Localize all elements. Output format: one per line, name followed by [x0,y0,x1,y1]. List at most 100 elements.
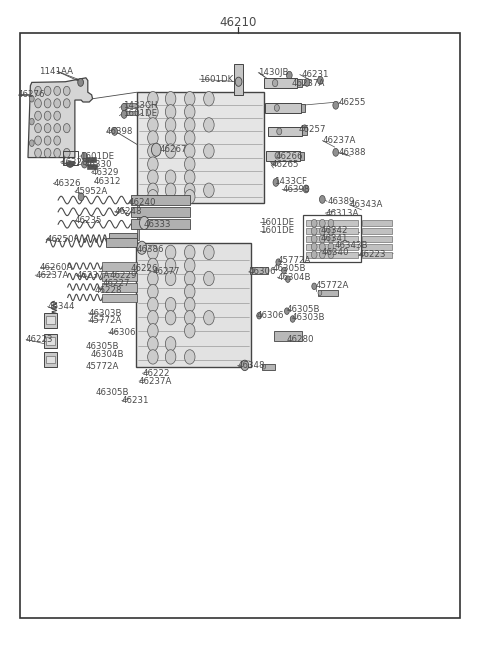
Circle shape [184,183,195,197]
Text: 46386: 46386 [136,244,164,253]
Circle shape [121,103,127,111]
Circle shape [44,86,51,96]
Circle shape [44,124,51,133]
Circle shape [165,144,176,159]
Circle shape [320,195,325,203]
Text: 46303B: 46303B [292,312,325,322]
Circle shape [204,271,214,286]
Circle shape [35,136,41,145]
Bar [20,33,460,618]
Circle shape [54,149,60,158]
Bar [46,316,55,324]
Text: 45772A: 45772A [316,280,349,290]
Circle shape [318,290,322,295]
Text: 1601DE: 1601DE [260,217,294,227]
Circle shape [148,258,158,272]
Circle shape [304,79,310,86]
Text: 1601DE: 1601DE [260,226,294,235]
Circle shape [328,219,334,227]
Circle shape [328,251,334,259]
Circle shape [184,118,195,132]
Circle shape [250,268,254,273]
Circle shape [63,149,70,158]
Circle shape [148,271,158,286]
Text: 46210: 46210 [219,16,256,29]
Circle shape [204,118,214,132]
Text: 1601DK: 1601DK [199,75,234,84]
Circle shape [286,276,290,282]
Text: 46330: 46330 [84,160,112,168]
Circle shape [78,79,84,86]
Bar [300,152,304,160]
Circle shape [35,99,41,108]
Text: 1601DE: 1601DE [123,109,157,118]
Text: 46305B: 46305B [86,342,120,351]
Circle shape [137,241,147,254]
Text: 1601DE: 1601DE [80,152,114,160]
Circle shape [275,152,280,159]
Circle shape [121,111,127,119]
Text: 46229: 46229 [110,271,137,280]
Text: 46305B: 46305B [273,264,306,273]
Bar [362,236,392,242]
Bar [362,220,392,226]
Circle shape [282,267,287,274]
Bar [306,220,358,226]
Circle shape [165,105,176,119]
Bar [262,364,275,369]
Circle shape [257,312,262,319]
Text: 46306: 46306 [257,311,284,320]
Text: 46250: 46250 [46,234,73,244]
Circle shape [44,136,51,145]
Circle shape [184,258,195,272]
Text: 46260A: 46260A [40,263,73,272]
Bar [266,151,300,160]
Text: 1141AA: 1141AA [39,67,73,76]
Text: 46313A: 46313A [325,209,359,217]
Bar [63,151,78,166]
Circle shape [320,219,325,227]
Circle shape [44,111,51,121]
Bar [302,128,307,136]
Circle shape [35,86,41,96]
Circle shape [184,144,195,159]
Circle shape [78,193,84,200]
Bar [44,313,57,328]
Wedge shape [66,161,75,168]
Circle shape [148,105,158,119]
Circle shape [312,283,317,290]
Bar [102,283,137,291]
Circle shape [63,86,70,96]
Circle shape [82,153,87,160]
Text: 46222: 46222 [143,369,170,378]
Circle shape [312,235,317,243]
Text: 46342: 46342 [321,226,348,235]
Text: 46231: 46231 [122,396,149,405]
Circle shape [312,227,317,235]
Circle shape [63,124,70,133]
Bar [306,228,358,234]
Text: 46333: 46333 [144,219,171,229]
Text: 46398: 46398 [106,127,133,136]
Circle shape [148,297,158,312]
Circle shape [273,79,278,86]
Circle shape [165,310,176,325]
Circle shape [184,245,195,259]
Circle shape [44,149,51,158]
Bar [362,228,392,234]
Circle shape [165,271,176,286]
Circle shape [184,350,195,364]
Circle shape [165,258,176,272]
Circle shape [184,92,195,106]
Bar [306,236,358,242]
Text: 45772A: 45772A [88,316,121,326]
Text: 46235: 46235 [75,215,102,225]
Circle shape [54,111,60,121]
Text: 46304B: 46304B [277,272,311,282]
Text: 46348: 46348 [238,361,265,370]
Circle shape [165,337,176,351]
Bar [123,111,137,115]
Circle shape [320,235,325,243]
Text: 46255: 46255 [338,98,366,107]
Bar [306,244,358,250]
